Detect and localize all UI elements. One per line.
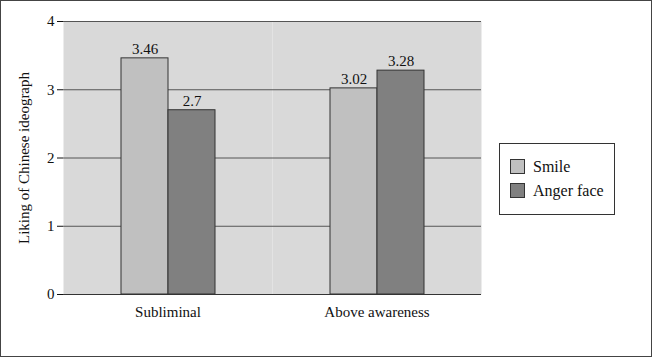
html-text:Smile: Smile — [533, 157, 571, 175]
svg-text:2.7: 2.7 — [183, 93, 202, 109]
svg-text:0: 0 — [47, 286, 55, 302]
svg-text:1: 1 — [47, 218, 55, 234]
svg-text:Liking of Chinese ideograph: Liking of Chinese ideograph — [16, 71, 32, 244]
svg-text:3: 3 — [47, 82, 55, 98]
svg-text:3.46: 3.46 — [132, 41, 159, 57]
svg-text:3.02: 3.02 — [341, 71, 367, 87]
svg-text:4: 4 — [47, 13, 55, 29]
svg-text:Above awareness: Above awareness — [324, 304, 430, 320]
html-text:Anger face: Anger face — [533, 181, 604, 199]
svg-text:2: 2 — [47, 150, 55, 166]
svg-text:Subliminal: Subliminal — [135, 304, 201, 320]
svg-text:3.28: 3.28 — [388, 53, 414, 69]
